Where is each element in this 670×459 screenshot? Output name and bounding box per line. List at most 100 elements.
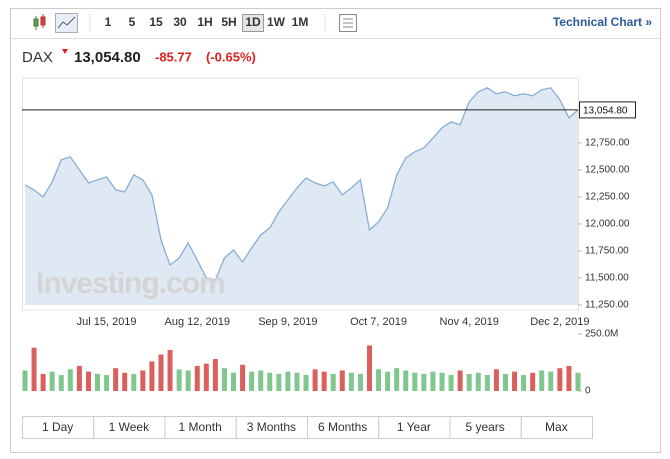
volume-bar bbox=[194, 365, 200, 391]
x-tick-label: Oct 7, 2019 bbox=[350, 316, 407, 328]
volume-bar bbox=[339, 370, 345, 391]
volume-bar bbox=[149, 361, 155, 391]
watermark: Investing.com bbox=[36, 267, 225, 300]
range-label[interactable]: 6 Months bbox=[318, 420, 367, 434]
x-tick-label: Aug 12, 2019 bbox=[165, 316, 230, 328]
volume-bar bbox=[394, 368, 400, 391]
volume-bar bbox=[502, 373, 508, 391]
interval-button[interactable]: 5H bbox=[221, 15, 236, 29]
range-button[interactable] bbox=[520, 416, 593, 439]
volume-bar bbox=[158, 354, 164, 391]
volume-bar bbox=[185, 370, 191, 391]
volume-bar bbox=[430, 371, 436, 391]
volume-bar bbox=[421, 373, 427, 391]
volume-bar bbox=[267, 372, 273, 391]
volume-bar bbox=[285, 371, 291, 391]
volume-bar bbox=[412, 372, 418, 391]
interval-button[interactable]: 30 bbox=[173, 15, 187, 29]
range-label[interactable]: 5 years bbox=[465, 420, 504, 434]
interval-button[interactable]: 5 bbox=[129, 15, 136, 29]
interval-selected bbox=[242, 14, 264, 32]
volume-bar bbox=[167, 349, 173, 391]
volume-bar bbox=[521, 375, 527, 391]
technical-chart-link[interactable]: Technical Chart » bbox=[553, 15, 652, 29]
x-tick-label: Sep 9, 2019 bbox=[258, 316, 317, 328]
volume-bar bbox=[294, 372, 300, 391]
volume-bar bbox=[203, 363, 209, 391]
price: 13,054.80 bbox=[74, 49, 141, 66]
range-label[interactable]: 1 Day bbox=[42, 420, 73, 434]
volume-bar bbox=[403, 370, 409, 391]
volume-bar bbox=[140, 370, 146, 391]
volume-bar bbox=[258, 370, 264, 391]
volume-bar bbox=[439, 372, 445, 391]
interval-button[interactable]: 1W bbox=[267, 15, 286, 29]
price-area bbox=[25, 87, 578, 305]
volume-bar bbox=[95, 373, 101, 391]
volume-bar bbox=[212, 359, 218, 391]
symbol: DAX bbox=[22, 49, 53, 66]
last-price-label: 13,054.80 bbox=[583, 106, 628, 117]
volume-bar bbox=[548, 371, 554, 391]
volume-bar bbox=[276, 373, 282, 391]
volume-bar bbox=[466, 373, 472, 391]
volume-bar bbox=[348, 372, 354, 391]
settings-icon[interactable] bbox=[339, 14, 357, 32]
volume-bar bbox=[58, 375, 64, 391]
volume-bar bbox=[176, 369, 182, 391]
y-tick-label: 11,500.00 bbox=[585, 273, 629, 284]
volume-bar bbox=[385, 371, 391, 391]
volume-bar bbox=[104, 375, 110, 391]
y-tick-label: 12,750.00 bbox=[585, 137, 630, 148]
volume-bar bbox=[249, 371, 255, 391]
y-tick-label: 0 bbox=[585, 386, 591, 397]
interval-button[interactable]: 1D bbox=[245, 15, 261, 29]
volume-bar bbox=[376, 369, 382, 391]
line-icon[interactable] bbox=[55, 13, 78, 33]
range-label[interactable]: 3 Months bbox=[247, 420, 296, 434]
volume-bar bbox=[484, 375, 490, 391]
volume-bar bbox=[448, 375, 454, 391]
volume-bar bbox=[303, 375, 309, 391]
volume-bar bbox=[566, 365, 572, 391]
change-pct: (-0.65%) bbox=[206, 49, 256, 64]
y-tick-label: 250.0M bbox=[585, 329, 618, 340]
interval-button[interactable]: 15 bbox=[149, 15, 163, 29]
y-tick-label: 12,000.00 bbox=[585, 219, 630, 230]
volume-bar bbox=[131, 373, 137, 391]
interval-button[interactable]: 1M bbox=[292, 15, 309, 29]
x-tick-label: Jul 15, 2019 bbox=[77, 316, 137, 328]
plot-area bbox=[22, 77, 579, 311]
y-tick-label: 11,750.00 bbox=[585, 246, 629, 257]
interval-button[interactable]: 1H bbox=[197, 15, 212, 29]
range-label[interactable]: 1 Year bbox=[397, 420, 431, 434]
volume-bar bbox=[49, 371, 55, 391]
volume-bar bbox=[221, 368, 227, 391]
volume-bar bbox=[240, 364, 246, 391]
change: -85.77 bbox=[155, 49, 192, 64]
volume-bar bbox=[539, 370, 545, 391]
y-tick-label: 12,500.00 bbox=[585, 165, 630, 176]
x-tick-label: Dec 2, 2019 bbox=[530, 316, 589, 328]
candle-icon[interactable] bbox=[33, 14, 46, 30]
x-tick-label: Nov 4, 2019 bbox=[440, 316, 499, 328]
last-price-box bbox=[579, 101, 636, 119]
volume-bar bbox=[85, 371, 91, 391]
interval-button[interactable]: 1 bbox=[105, 15, 112, 29]
volume-bar bbox=[512, 371, 518, 391]
range-label[interactable]: 1 Month bbox=[178, 420, 221, 434]
volume-bar bbox=[366, 345, 372, 391]
range-label[interactable]: 1 Week bbox=[109, 420, 150, 434]
volume-bar bbox=[113, 368, 119, 391]
price-line bbox=[24, 87, 579, 281]
volume-bar bbox=[457, 370, 463, 391]
volume-bar bbox=[357, 373, 363, 391]
volume-bar bbox=[330, 373, 336, 391]
volume-bar bbox=[557, 368, 563, 391]
volume-bar bbox=[122, 372, 128, 391]
volume-bar bbox=[530, 372, 536, 391]
volume-bar bbox=[67, 369, 73, 391]
y-tick-label: 11,250.00 bbox=[585, 300, 629, 311]
range-label[interactable]: Max bbox=[545, 420, 568, 434]
y-tick-label: 12,250.00 bbox=[585, 192, 630, 203]
